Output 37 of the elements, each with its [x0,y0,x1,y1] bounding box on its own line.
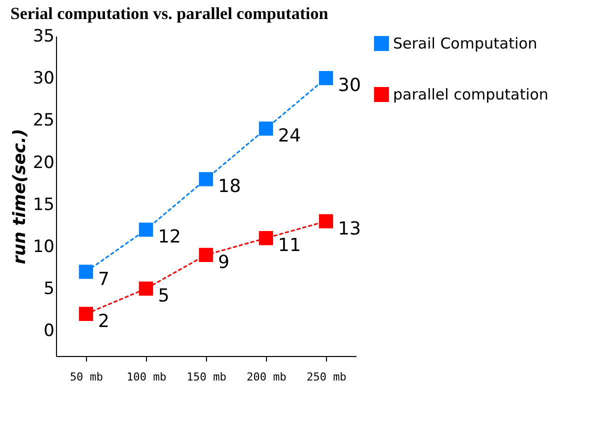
point [318,214,334,228]
point [78,306,94,321]
data-label: 12 [158,226,181,248]
x-tick-label: 150 mb [186,370,226,384]
data-label: 11 [278,235,301,256]
y-axis-title: run time(sec.) [10,128,30,264]
y-tick-label: 25 [32,110,54,131]
data-label: 18 [218,176,241,198]
y-tick-label: 30 [32,68,54,89]
data-label: 30 [338,75,361,96]
x-tick-label: 200 mb [246,370,286,384]
y-tick-label: 15 [32,194,54,215]
point [258,231,274,246]
x-tick-label: 100 mb [126,370,166,384]
point [198,248,214,262]
y-tick-label: 0 [44,321,54,342]
x-tick-label: 50 mb [70,370,104,384]
data-label: 5 [158,286,170,307]
y-tick-label: 10 [32,237,54,258]
point [78,264,94,279]
data-label: 9 [218,252,230,273]
point [318,71,334,86]
data-label: 24 [278,126,301,147]
chart-title: Serial computation vs. parallel computation [10,4,329,23]
data-label: 7 [98,268,110,290]
data-label: 13 [338,218,361,240]
y-tick-label: 5 [44,279,54,300]
point [138,222,154,237]
point [258,122,274,136]
y-tick-label: 20 [32,152,54,173]
legend-label: parallel computation [393,86,548,104]
point [198,172,214,186]
point [138,282,154,296]
y-tick-label: 35 [32,26,54,46]
legend-label: Serail Computation [393,34,538,52]
x-tick-label: 250 mb [306,370,346,384]
data-label: 2 [98,310,110,332]
